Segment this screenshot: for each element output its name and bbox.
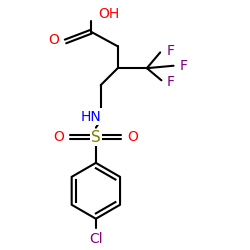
Text: Cl: Cl: [89, 232, 103, 246]
Text: F: F: [180, 59, 188, 73]
Text: O: O: [48, 33, 60, 47]
Text: S: S: [91, 130, 101, 145]
Text: O: O: [128, 130, 138, 144]
Text: F: F: [166, 74, 174, 88]
Text: O: O: [54, 130, 64, 144]
Text: HN: HN: [81, 110, 102, 124]
Text: F: F: [166, 44, 174, 58]
Text: OH: OH: [98, 6, 120, 20]
